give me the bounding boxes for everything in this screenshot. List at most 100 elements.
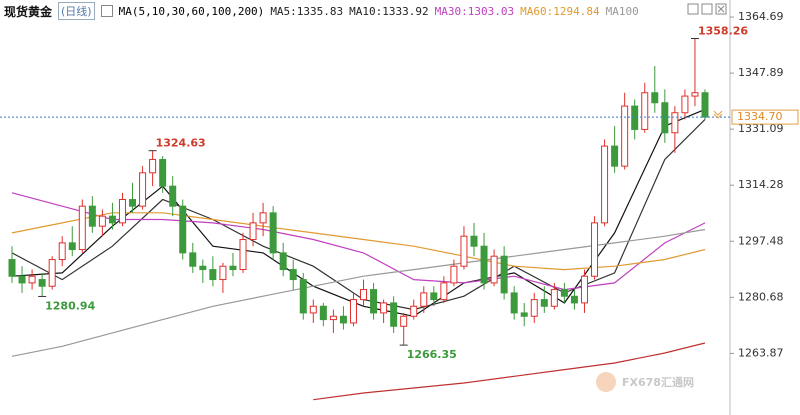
candle-body bbox=[631, 105, 639, 130]
candle-body bbox=[279, 252, 287, 271]
candle-body bbox=[450, 265, 458, 284]
candle-body bbox=[309, 305, 317, 314]
candle-body bbox=[118, 198, 126, 224]
settings-icon[interactable] bbox=[100, 5, 113, 17]
candle-body bbox=[701, 92, 709, 118]
price-arrow bbox=[713, 110, 723, 119]
candle-body bbox=[530, 299, 538, 317]
candle-body bbox=[189, 252, 197, 267]
candle-body bbox=[349, 299, 357, 324]
watermark-logo bbox=[596, 372, 616, 392]
candle-body bbox=[410, 305, 418, 317]
candle-body bbox=[360, 289, 368, 301]
close-x bbox=[717, 5, 725, 13]
candle-body bbox=[209, 269, 217, 281]
candle-body bbox=[18, 275, 26, 284]
legend-entry: MA10:1333.92 bbox=[349, 4, 429, 18]
price-label: 1334.70 bbox=[737, 110, 783, 123]
candle-body bbox=[8, 259, 16, 277]
candle-body bbox=[88, 205, 96, 227]
price-box bbox=[731, 109, 799, 125]
close-icon[interactable] bbox=[715, 3, 727, 15]
candle-body bbox=[139, 172, 147, 207]
watermark: FX678汇通网 bbox=[622, 376, 694, 389]
candle-body bbox=[500, 255, 508, 294]
candle-body bbox=[179, 205, 187, 254]
candle-body bbox=[289, 269, 297, 281]
candle-body bbox=[339, 315, 347, 324]
candle-body bbox=[420, 292, 428, 307]
legend-entry: MA60:1294.84 bbox=[520, 4, 600, 18]
candle-body bbox=[169, 185, 177, 207]
y-tick-label: 1331.09 bbox=[738, 122, 784, 135]
candle-body bbox=[691, 92, 699, 97]
candle-body bbox=[58, 242, 66, 261]
annotation: 1280.94 bbox=[45, 299, 95, 312]
candle-body bbox=[78, 205, 86, 251]
candle-body bbox=[108, 215, 116, 224]
ma-line bbox=[11, 212, 706, 271]
candle-body bbox=[98, 215, 106, 227]
legend-entry: MA5:1335.83 bbox=[270, 4, 344, 18]
candle-body bbox=[199, 265, 207, 271]
candle-body bbox=[48, 259, 56, 287]
candle-body bbox=[440, 282, 448, 301]
annotation: 1324.63 bbox=[156, 137, 206, 150]
candle-body bbox=[580, 275, 588, 304]
candle-body bbox=[641, 92, 649, 130]
candle-body bbox=[430, 292, 438, 301]
ma-line bbox=[11, 228, 706, 357]
legend-entry: MA30:1303.03 bbox=[434, 4, 515, 18]
y-tick-label: 1364.69 bbox=[738, 10, 784, 23]
candle-body bbox=[159, 158, 167, 187]
candle-body bbox=[390, 302, 398, 327]
candle-body bbox=[269, 212, 277, 254]
candle-body bbox=[591, 222, 599, 277]
candle-body bbox=[239, 239, 247, 271]
candle-body bbox=[38, 279, 46, 287]
y-tick-label: 1263.87 bbox=[738, 346, 784, 359]
candle-body bbox=[249, 222, 257, 241]
candle-body bbox=[651, 92, 659, 104]
ma-line bbox=[11, 118, 706, 311]
candle-body bbox=[671, 112, 679, 134]
candle-body bbox=[490, 255, 498, 284]
candle-body bbox=[540, 299, 548, 307]
header: 现货黄金 (日线) MA(5,10,30,60,100,200) MA5:133… bbox=[4, 2, 639, 20]
candle-body bbox=[480, 245, 488, 284]
candle-body bbox=[560, 289, 568, 297]
candle-body bbox=[329, 315, 337, 321]
candle-body bbox=[229, 265, 237, 271]
candle-body bbox=[370, 289, 378, 314]
annotation: 1266.35 bbox=[407, 348, 457, 361]
y-tick-label: 1314.28 bbox=[738, 178, 784, 191]
candle-body bbox=[460, 235, 468, 267]
period[interactable]: (日线) bbox=[58, 2, 95, 20]
candle-body bbox=[510, 292, 518, 314]
ma-line bbox=[313, 342, 706, 401]
icon[interactable] bbox=[701, 3, 713, 15]
candle-body bbox=[299, 279, 307, 314]
candle-body bbox=[601, 145, 609, 224]
candle-body bbox=[149, 158, 157, 174]
candle-body bbox=[319, 305, 327, 321]
candle-body bbox=[570, 295, 578, 304]
candle-body bbox=[681, 95, 689, 114]
candle-body bbox=[550, 289, 558, 307]
candle-body bbox=[129, 198, 137, 207]
candle-body bbox=[661, 102, 669, 134]
ma-line bbox=[11, 192, 706, 291]
icon[interactable] bbox=[687, 3, 699, 15]
candle-body bbox=[219, 265, 227, 281]
y-tick-label: 1280.68 bbox=[738, 290, 784, 303]
y-tick-label: 1347.89 bbox=[738, 66, 784, 79]
ma-settings: MA(5,10,30,60,100,200) bbox=[118, 4, 265, 18]
y-tick-label: 1297.48 bbox=[738, 234, 784, 247]
candle-body bbox=[611, 145, 619, 167]
annotation: 1358.26 bbox=[698, 24, 748, 37]
title: 现货黄金 bbox=[4, 4, 53, 19]
candle-body bbox=[68, 242, 76, 251]
candle-body bbox=[380, 302, 388, 314]
